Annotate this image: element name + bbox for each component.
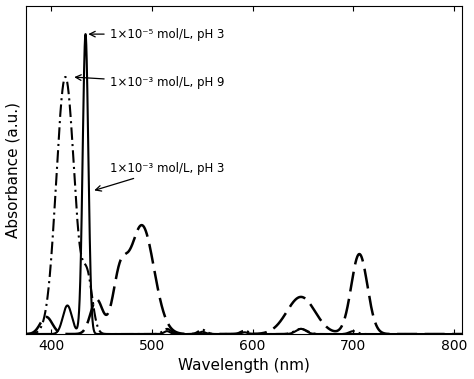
Text: 1×10⁻³ mol/L, pH 3: 1×10⁻³ mol/L, pH 3 <box>96 162 224 191</box>
Text: 1×10⁻⁵ mol/L, pH 3: 1×10⁻⁵ mol/L, pH 3 <box>90 28 224 41</box>
Text: 1×10⁻³ mol/L, pH 9: 1×10⁻³ mol/L, pH 9 <box>75 75 224 89</box>
X-axis label: Wavelength (nm): Wavelength (nm) <box>178 359 310 373</box>
Y-axis label: Absorbance (a.u.): Absorbance (a.u.) <box>6 102 20 238</box>
